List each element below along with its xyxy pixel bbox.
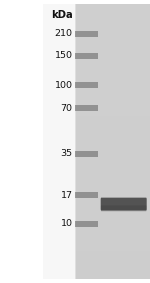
Bar [75, 31, 98, 37]
FancyBboxPatch shape [101, 198, 147, 211]
Bar [75, 151, 98, 157]
Text: 150: 150 [55, 51, 73, 60]
Text: 100: 100 [55, 81, 73, 90]
FancyBboxPatch shape [101, 205, 147, 211]
Bar [75, 53, 98, 59]
Text: 35: 35 [60, 149, 73, 158]
Text: 10: 10 [61, 219, 73, 228]
Bar [75, 221, 98, 227]
Bar [75, 105, 98, 111]
Text: 210: 210 [55, 29, 73, 38]
Bar [75, 192, 98, 198]
Text: 17: 17 [61, 190, 73, 200]
Text: 70: 70 [61, 104, 73, 113]
Text: kDa: kDa [51, 10, 73, 20]
Bar [75, 82, 98, 88]
